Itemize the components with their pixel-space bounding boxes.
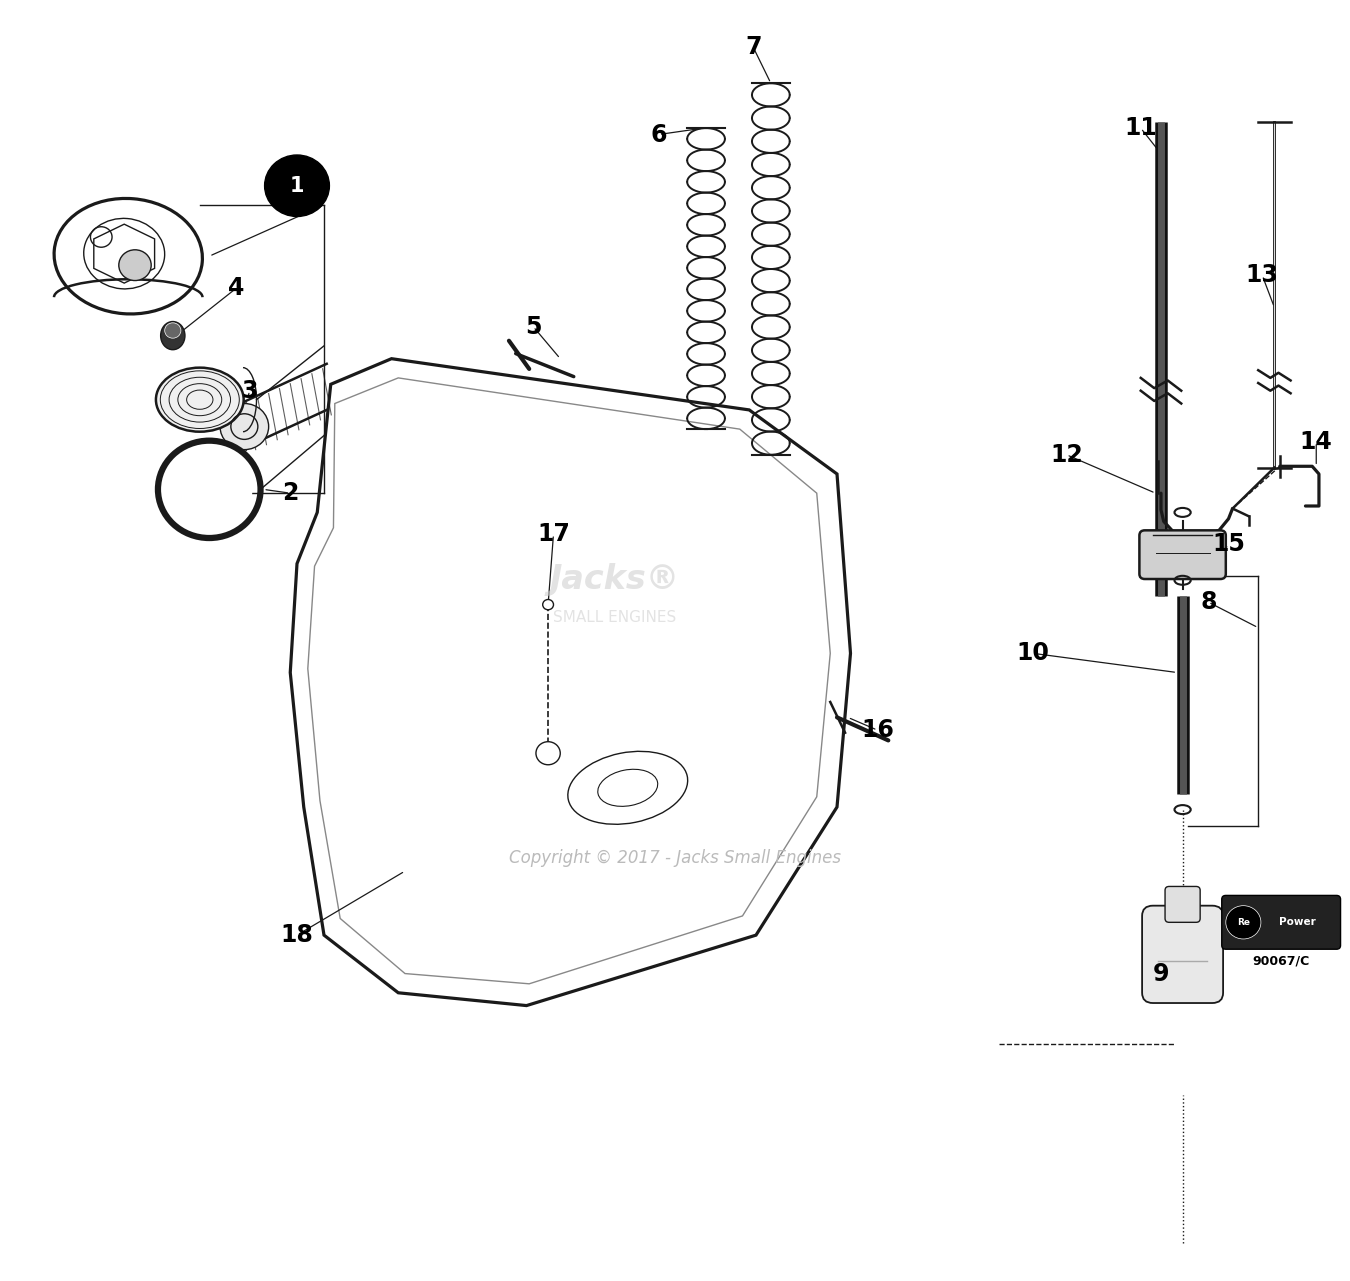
Text: 3: 3	[242, 379, 258, 402]
Circle shape	[166, 448, 252, 530]
Circle shape	[536, 742, 560, 765]
Ellipse shape	[155, 368, 243, 432]
FancyBboxPatch shape	[1139, 530, 1226, 579]
Text: 4: 4	[228, 277, 244, 300]
Text: Power: Power	[1278, 917, 1316, 927]
FancyBboxPatch shape	[1222, 895, 1341, 949]
Text: 17: 17	[537, 523, 570, 546]
Text: 1: 1	[290, 175, 304, 196]
Text: 90067/C: 90067/C	[1253, 954, 1309, 967]
Ellipse shape	[161, 322, 185, 350]
Circle shape	[119, 250, 151, 281]
Text: 9: 9	[1153, 962, 1169, 985]
Text: SMALL ENGINES: SMALL ENGINES	[552, 610, 676, 625]
Text: 12: 12	[1050, 443, 1083, 466]
Circle shape	[165, 323, 181, 338]
Text: Jacks®: Jacks®	[549, 562, 679, 596]
Text: Copyright © 2017 - Jacks Small Engines: Copyright © 2017 - Jacks Small Engines	[509, 849, 841, 867]
Circle shape	[265, 155, 329, 216]
Text: 6: 6	[651, 123, 667, 146]
Text: 16: 16	[861, 719, 894, 742]
Text: 13: 13	[1246, 264, 1278, 287]
Circle shape	[543, 600, 554, 610]
Text: 11: 11	[1125, 117, 1157, 140]
Circle shape	[220, 404, 269, 450]
Text: 5: 5	[525, 315, 541, 338]
Text: 18: 18	[281, 924, 313, 947]
FancyBboxPatch shape	[1165, 886, 1200, 922]
Text: Re: Re	[1237, 917, 1250, 927]
Text: 10: 10	[1017, 642, 1049, 665]
Text: 8: 8	[1200, 591, 1216, 614]
Text: 14: 14	[1300, 430, 1332, 453]
Text: 15: 15	[1212, 533, 1245, 556]
Circle shape	[1226, 906, 1261, 939]
Text: 2: 2	[282, 482, 298, 505]
FancyBboxPatch shape	[1142, 906, 1223, 1003]
Text: 7: 7	[745, 36, 761, 59]
